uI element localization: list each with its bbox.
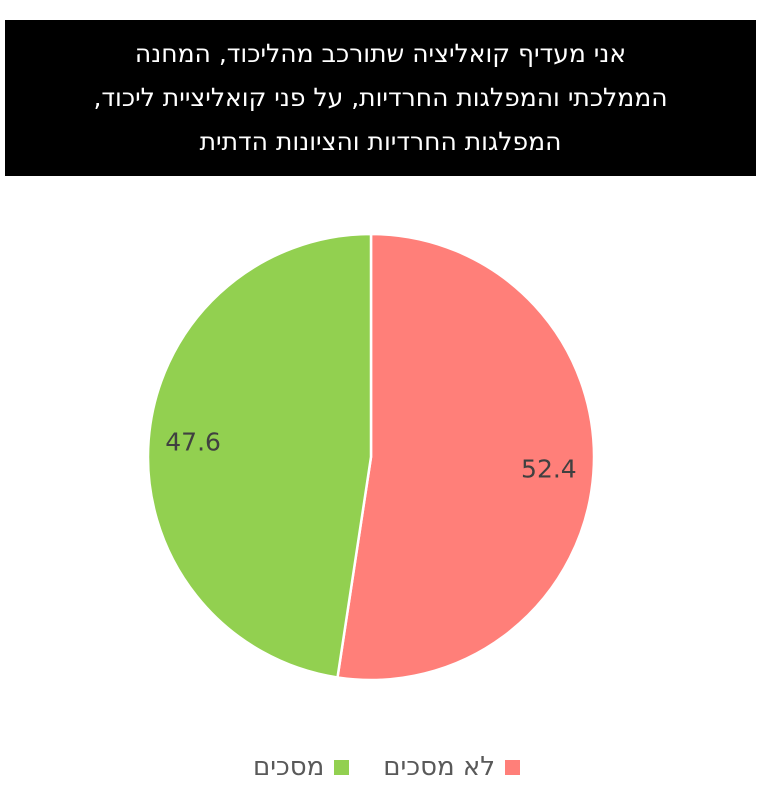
- chart-title-line-1: אני מעדיף קואליציה שתורכב מהליכוד, המחנה: [134, 39, 627, 68]
- legend-label-disagree: לא מסכים: [383, 752, 496, 782]
- chart-title-line-2: הממלכתי והמפלגות החרדיות, על פני קואליצי…: [93, 83, 668, 112]
- pie-slice-0: [336, 232, 596, 682]
- legend-swatch-agree: [334, 759, 350, 775]
- chart-title-line-3: המפלגות החרדיות והציונות הדתית: [199, 127, 562, 156]
- legend-item-disagree: לא מסכים: [383, 752, 521, 782]
- legend-item-agree: מסכים: [252, 752, 350, 782]
- pie-data-label-1: 47.6: [165, 428, 221, 457]
- legend-label-agree: מסכים: [252, 752, 325, 782]
- legend-swatch-disagree: [505, 759, 521, 775]
- pie-slice-1: [146, 232, 373, 679]
- pie-data-label-0: 52.4: [521, 454, 577, 483]
- pie-chart: 52.4 47.6: [146, 232, 596, 682]
- chart-title-box: אני מעדיף קואליציה שתורכב מהליכוד, המחנה…: [5, 20, 756, 176]
- chart-legend: לא מסכים מסכים: [0, 752, 773, 782]
